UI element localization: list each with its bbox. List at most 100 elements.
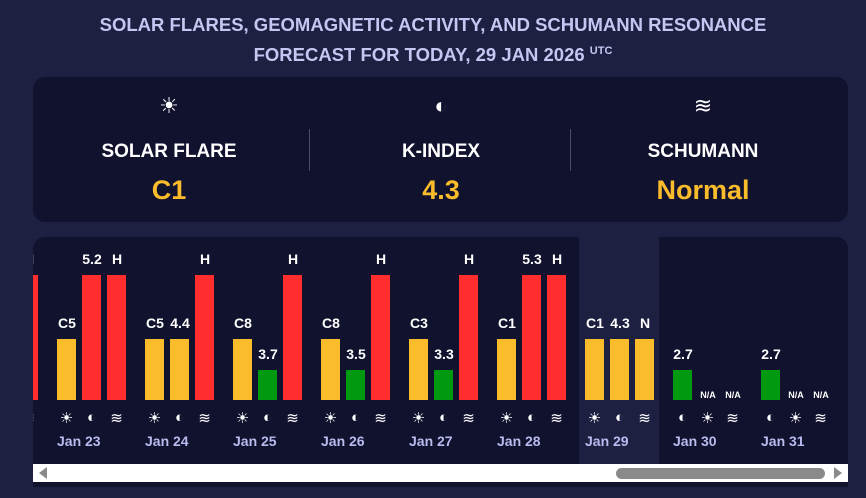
kindex-bar [522, 275, 541, 400]
day-date: Jan 26 [321, 433, 365, 449]
current-schumann: ≋ SCHUMANN Normal [567, 77, 839, 222]
solar-bar [409, 339, 428, 400]
waves-icon: ≋ [462, 410, 475, 427]
kindex-value: 2.7 [673, 346, 693, 362]
schumann-value: Normal [656, 175, 750, 205]
page-title: SOLAR FLARES, GEOMAGNETIC ACTIVITY, AND … [0, 12, 866, 68]
schumann-value: H [111, 251, 123, 267]
kindex-value: 5.3 [522, 251, 542, 267]
schumann-value: H [551, 251, 563, 267]
waves-icon: ≋ [693, 93, 713, 118]
sun-icon: ☀ [147, 410, 162, 427]
solar-value: N/A [788, 390, 804, 400]
kindex-bar [346, 370, 365, 400]
kindex-value: 3.5 [346, 346, 366, 362]
sun-icon: ☀ [499, 410, 514, 427]
magnet-icon: ◐ [526, 409, 537, 426]
forecast-day: C5 ☀ 5.2 ◐ H ≋ Jan 23 [57, 237, 137, 464]
kindex-bar [258, 370, 277, 400]
schumann-bar [371, 275, 390, 400]
k-index-value: 4.3 [422, 175, 460, 205]
solar-value: C8 [322, 315, 340, 331]
day-date: Jan 28 [497, 433, 541, 449]
kindex-value: 4.3 [610, 315, 630, 331]
schumann-value: H [463, 251, 475, 267]
solar-bar [497, 339, 516, 400]
day-date: Jan 30 [673, 433, 717, 449]
magnet-icon: ◐ [677, 409, 688, 426]
solar-value: C1 [586, 315, 604, 331]
sun-icon: ☀ [788, 410, 803, 427]
day-date: Jan 29 [585, 433, 629, 449]
schumann-bar [195, 275, 214, 400]
schumann-value: H [375, 251, 387, 267]
day-date: Jan 24 [145, 433, 189, 449]
waves-icon: ≋ [286, 410, 299, 427]
forecast-day: C8 ☀ 3.7 ◐ H ≋ Jan 25 [233, 237, 313, 464]
forecast-day: H≋ [33, 237, 49, 464]
kindex-value: 5.2 [82, 251, 102, 267]
day-date: Jan 27 [409, 433, 453, 449]
forecast-day: C1 ☀ 5.3 ◐ H ≋ Jan 28 [497, 237, 577, 464]
kindex-value: 2.7 [761, 346, 781, 362]
waves-icon: ≋ [550, 410, 563, 427]
waves-icon: ≋ [814, 410, 827, 427]
scroll-left-arrow-icon[interactable] [39, 467, 47, 479]
solar-value: C8 [234, 315, 252, 331]
horizontal-scrollbar[interactable] [33, 464, 848, 482]
kindex-value: 3.7 [258, 346, 278, 362]
day-date: Jan 25 [233, 433, 277, 449]
forecast-day: 2.7 ◐ N/A ☀ N/A ≋ Jan 30 [673, 237, 753, 464]
waves-icon: ≋ [638, 410, 651, 427]
current-k-index: ◐ K-INDEX 4.3 [305, 77, 577, 222]
waves-icon: ≋ [198, 410, 211, 427]
kindex-bar [673, 370, 692, 400]
scrollbar-thumb[interactable] [616, 468, 825, 479]
magnet-icon: ◐ [350, 409, 361, 426]
schumann-bar [635, 339, 654, 400]
sun-icon: ☀ [159, 93, 179, 118]
k-index-label: K-INDEX [401, 141, 481, 162]
divider [309, 129, 310, 171]
magnet-icon: ◐ [262, 409, 273, 426]
schumann-value: N [639, 315, 651, 331]
solar-value: N/A [700, 390, 716, 400]
day-date: Jan 31 [761, 433, 805, 449]
kindex-value: 4.4 [170, 315, 190, 331]
current-conditions-panel: ☀ SOLAR FLARE C1 ◐ K-INDEX 4.3 ≋ SCHUMAN… [33, 77, 848, 222]
magnet-icon: ◐ [765, 409, 776, 426]
title-date: FORECAST FOR TODAY, 29 JAN 2026 [253, 44, 585, 65]
title-line-1: SOLAR FLARES, GEOMAGNETIC ACTIVITY, AND … [99, 14, 767, 35]
solar-flare-label: SOLAR FLARE [101, 141, 237, 162]
waves-icon: ≋ [374, 410, 387, 427]
schumann-bar [33, 275, 38, 400]
solar-flare-value: C1 [151, 175, 187, 205]
forecast-day: C8 ☀ 3.5 ◐ H ≋ Jan 26 [321, 237, 401, 464]
scroll-right-arrow-icon[interactable] [834, 467, 842, 479]
schumann-bar [283, 275, 302, 400]
forecast-day: 2.7 ◐ N/A ☀ N/A ≋ Jan 31 [761, 237, 841, 464]
solar-value: C3 [410, 315, 428, 331]
kindex-bar [82, 275, 101, 400]
divider [570, 129, 571, 171]
magnet-icon: ◐ [174, 409, 185, 426]
schumann-value: H [33, 251, 44, 267]
kindex-bar [170, 339, 189, 400]
solar-value: C5 [146, 315, 164, 331]
forecast-day: C1 ☀ 4.3 ◐ N ≋ Jan 29 [585, 237, 665, 464]
schumann-value: H [199, 251, 211, 267]
solar-bar [57, 339, 76, 400]
sun-icon: ☀ [235, 410, 250, 427]
sun-icon: ☀ [323, 410, 338, 427]
schumann-bar [107, 275, 126, 400]
magnet-icon: ◐ [86, 409, 97, 426]
sun-icon: ☀ [700, 410, 715, 427]
sun-icon: ☀ [587, 410, 602, 427]
title-line-2: FORECAST FOR TODAY, 29 JAN 2026 UTC [0, 38, 866, 68]
solar-bar [233, 339, 252, 400]
magnet-icon: ◐ [614, 409, 625, 426]
solar-value: C1 [498, 315, 516, 331]
solar-value: C5 [58, 315, 76, 331]
schumann-value: N/A [725, 390, 741, 400]
